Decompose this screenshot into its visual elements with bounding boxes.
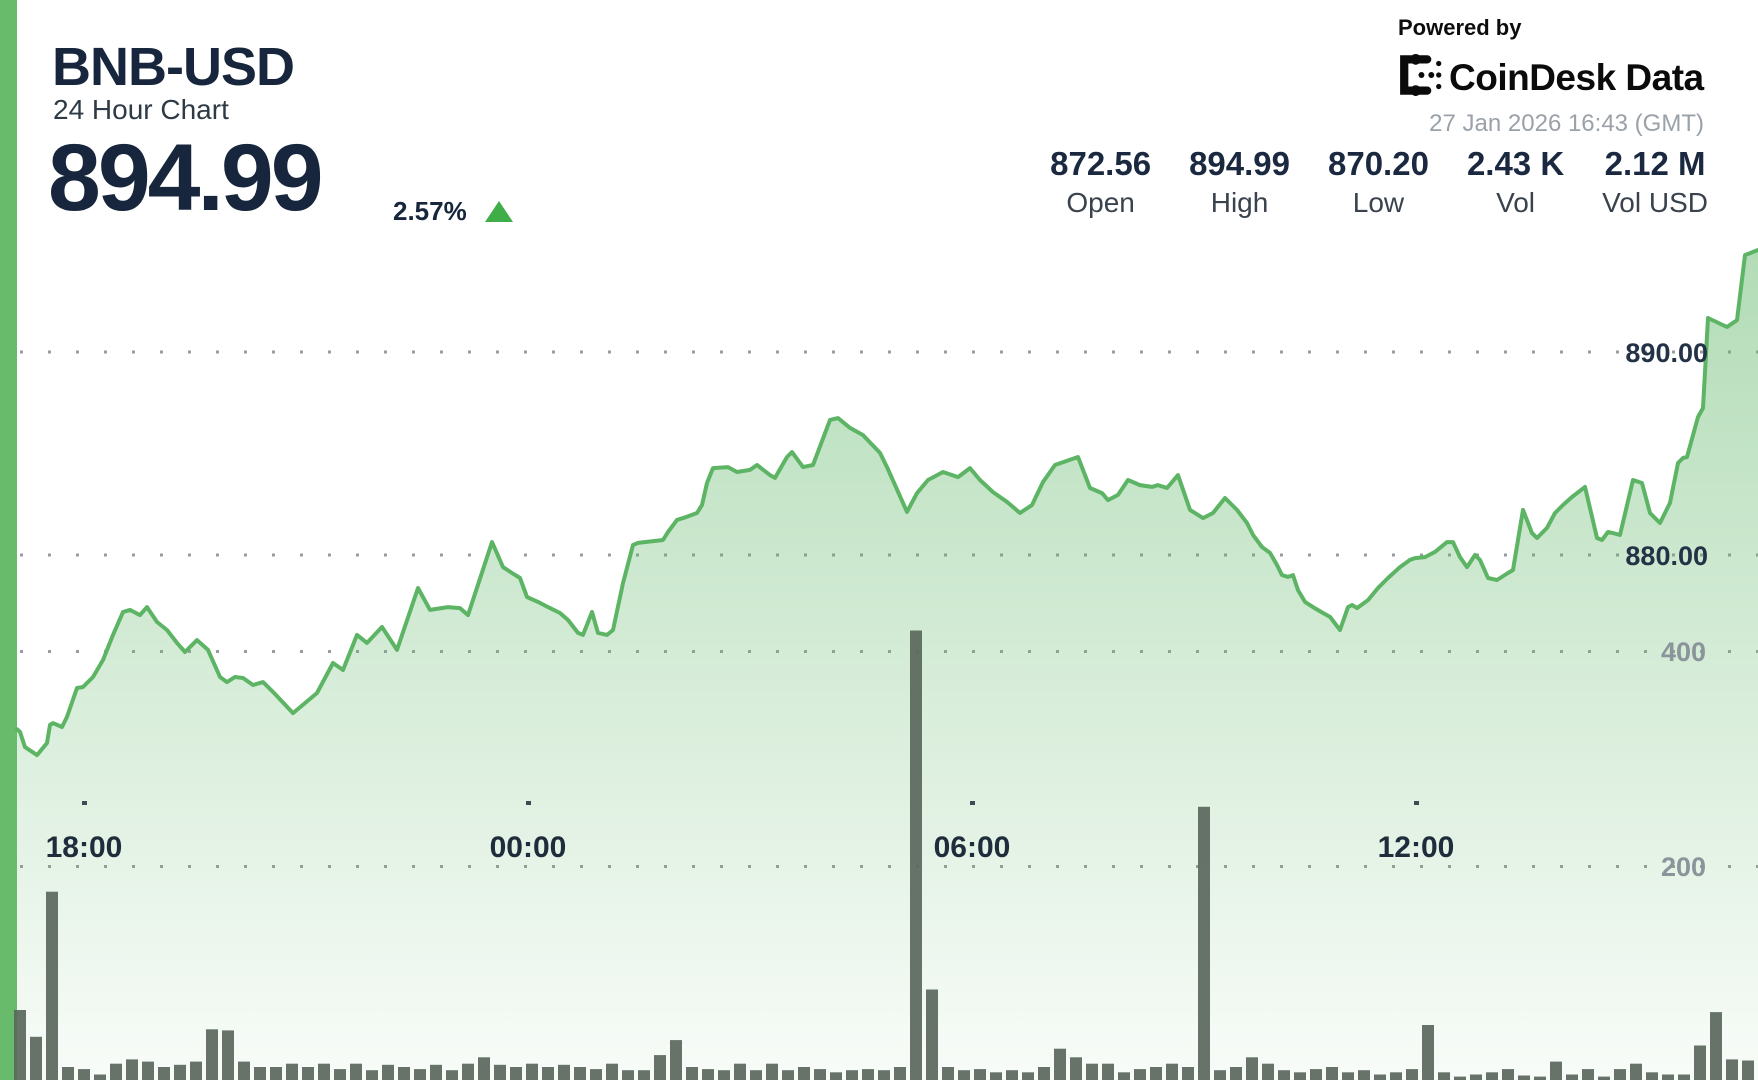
x-axis-label-0600: 06:00: [933, 831, 1011, 864]
chart-subtitle: 24 Hour Chart: [53, 94, 229, 125]
x-axis-label-1200: 12:00: [1377, 831, 1455, 864]
timestamp: 27 Jan 2026 16:43 (GMT): [1429, 110, 1704, 137]
y-axis-volume-label-400: 400: [1660, 637, 1706, 667]
stat-vol-value: 2.43 K: [1466, 145, 1565, 182]
coindesk-logo-icon: [1396, 52, 1442, 103]
x-axis-label-1800: 18:00: [45, 831, 123, 864]
stat-vol-usd: 2.12 M Vol USD: [1602, 145, 1708, 219]
ohlc-stats-row: 872.56 Open 894.99 High 870.20 Low 2.43 …: [1050, 145, 1708, 219]
stat-open: 872.56 Open: [1050, 145, 1151, 219]
current-price: 894.99: [48, 125, 324, 231]
change-percent: 2.57%: [393, 196, 467, 226]
coindesk-brand: CoinDesk Data: [1396, 52, 1704, 103]
y-axis-price-label-880: 880.00: [1625, 541, 1708, 571]
arrow-up-icon: [484, 201, 513, 222]
stat-high-label: High: [1210, 187, 1269, 218]
y-axis-volume-label-200: 200: [1660, 852, 1706, 882]
left-accent-bar: [0, 0, 17, 1080]
stat-vol-usd-label: Vol USD: [1602, 187, 1708, 218]
x-axis-label-0000: 00:00: [489, 831, 567, 864]
stat-vol-usd-value: 2.12 M: [1604, 145, 1706, 182]
stat-low: 870.20 Low: [1328, 145, 1429, 219]
stat-high: 894.99 High: [1189, 145, 1290, 219]
stat-vol: 2.43 K Vol: [1467, 145, 1564, 219]
stat-open-value: 872.56: [1050, 145, 1152, 182]
stat-low-label: Low: [1352, 187, 1405, 218]
page-title: BNB-USD: [52, 37, 295, 97]
change-row: 2.57%: [393, 196, 513, 227]
stat-low-value: 870.20: [1328, 145, 1429, 182]
stat-vol-label: Vol: [1496, 187, 1536, 218]
y-axis-price-label-890: 890.00: [1625, 338, 1708, 368]
stat-open-label: Open: [1066, 187, 1135, 218]
powered-by-label: Powered by: [1398, 15, 1522, 40]
stat-high-value: 894.99: [1189, 145, 1290, 182]
coindesk-brand-text: CoinDesk Data: [1449, 56, 1704, 98]
